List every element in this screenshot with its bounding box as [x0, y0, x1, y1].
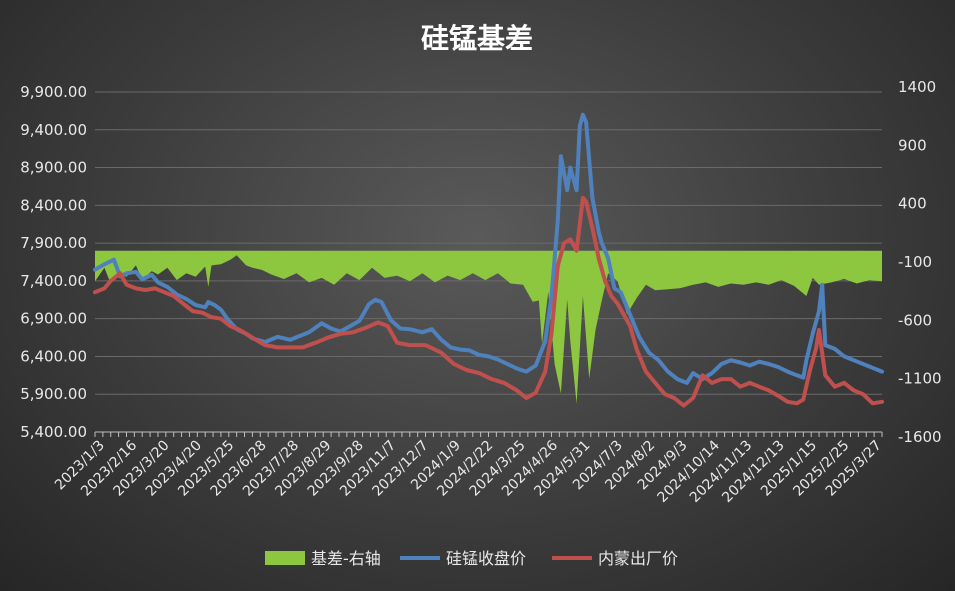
series-factory-line	[93, 195, 884, 408]
right-tick-label: -1100	[898, 370, 942, 388]
right-tick-label: -100	[898, 253, 932, 271]
chart-title: 硅锰基差	[421, 22, 533, 55]
left-tick-label: 7,400.00	[20, 272, 87, 290]
series-close-line	[93, 112, 884, 385]
series-basis-area	[95, 250, 882, 404]
right-tick-label: 900	[898, 136, 927, 154]
left-tick-label: 8,900.00	[20, 159, 87, 177]
left-tick-label: 5,400.00	[20, 423, 87, 441]
left-tick-label: 9,400.00	[20, 121, 87, 139]
price-lines-layer	[93, 112, 884, 408]
legend-label-factory: 内蒙出厂价	[598, 549, 678, 568]
right-tick-label: 1400	[898, 78, 936, 96]
left-tick-label: 6,400.00	[20, 347, 87, 365]
left-tick-label: 9,900.00	[20, 83, 87, 101]
right-tick-label: 400	[898, 195, 927, 213]
left-tick-label: 5,900.00	[20, 385, 87, 403]
legend-label-close: 硅锰收盘价	[446, 549, 526, 568]
basis-area-layer	[95, 250, 882, 404]
right-tick-label: -1600	[898, 428, 942, 446]
left-tick-label: 6,900.00	[20, 310, 87, 328]
legend-label-basis: 基差-右轴	[311, 549, 381, 568]
legend: 基差-右轴 硅锰收盘价 内蒙出厂价	[265, 549, 678, 568]
legend-swatch-basis	[265, 551, 305, 565]
right-tick-label: -600	[898, 311, 932, 329]
left-tick-label: 7,900.00	[20, 234, 87, 252]
left-tick-label: 8,400.00	[20, 196, 87, 214]
